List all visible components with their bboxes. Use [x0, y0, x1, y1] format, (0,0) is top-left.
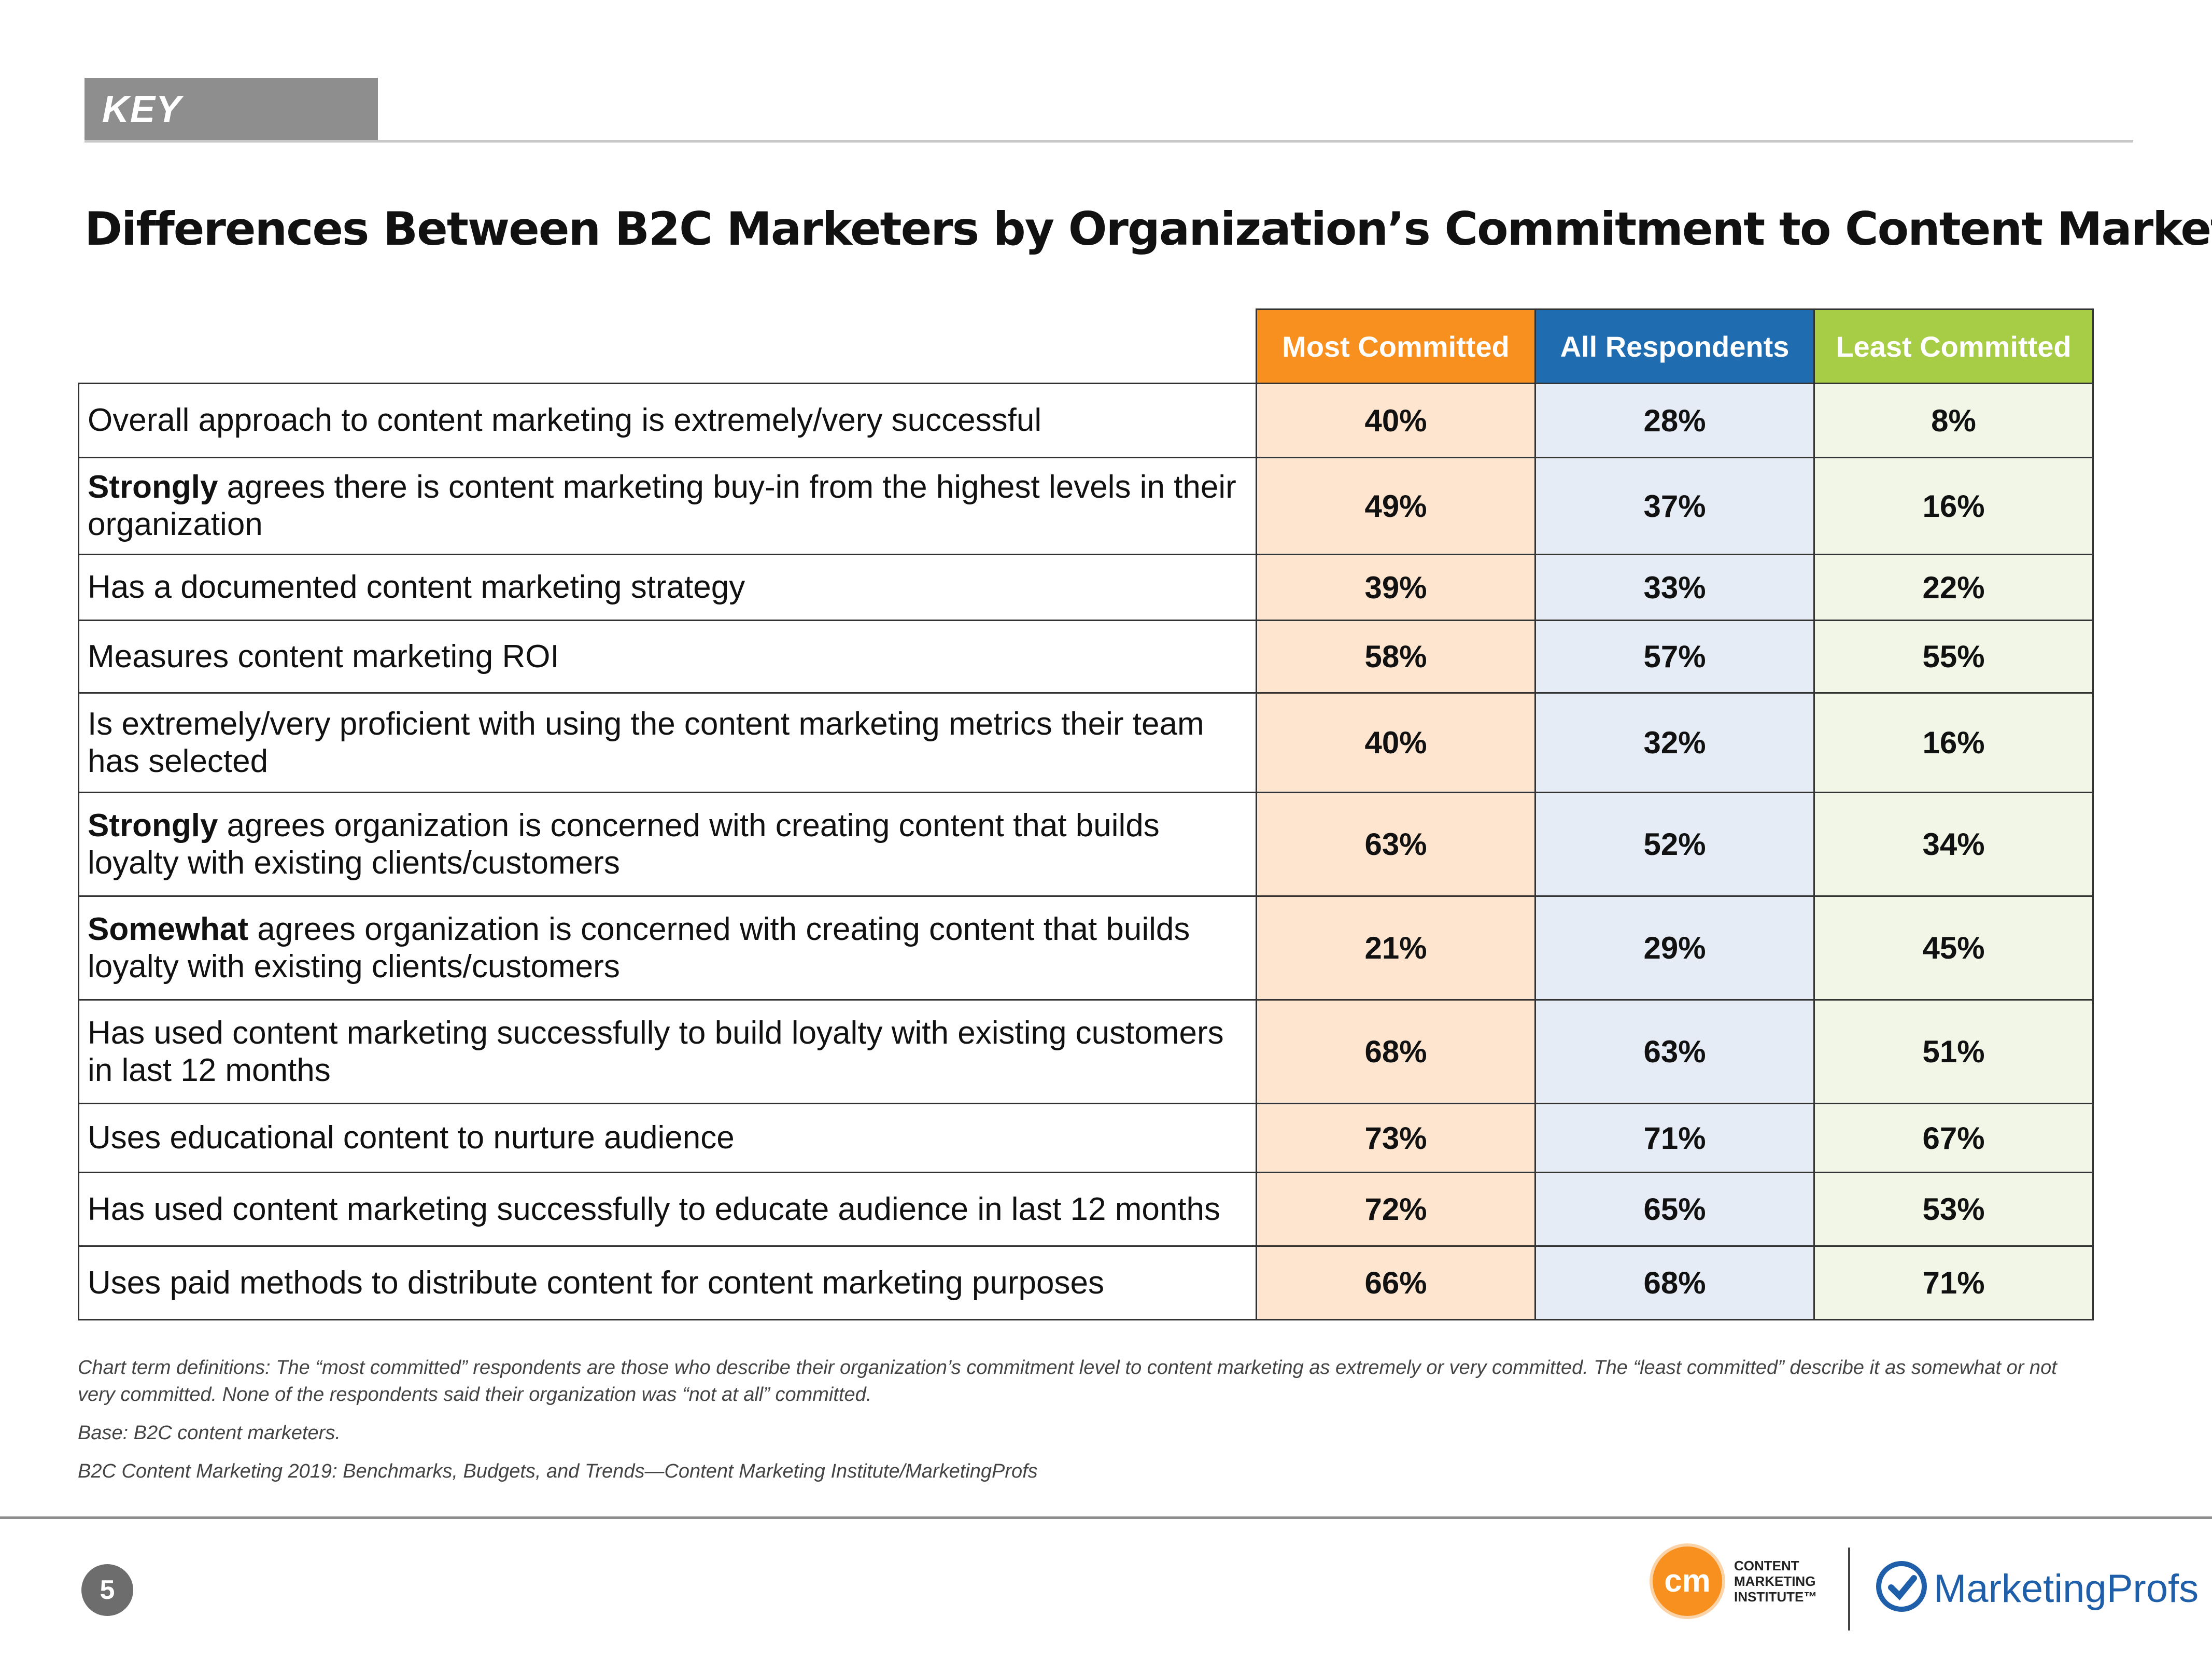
footer-divider: [0, 1516, 2212, 1519]
value-all-respondents: 32%: [1534, 692, 1815, 793]
value-all-respondents: 29%: [1534, 895, 1815, 1001]
value-most-committed: 72%: [1256, 1172, 1536, 1247]
table-row: Uses paid methods to distribute content …: [78, 1245, 2094, 1320]
value-all-respondents: 57%: [1534, 620, 1815, 694]
value-most-committed: 68%: [1256, 999, 1536, 1104]
header-blank-cell: [78, 309, 1257, 384]
value-least-committed: 67%: [1813, 1103, 2094, 1173]
row-label-text: Measures content marketing ROI: [88, 638, 559, 674]
column-header-least-committed: Least Committed: [1813, 308, 2094, 384]
value-most-committed: 66%: [1256, 1245, 1536, 1320]
cmi-logo-mark: cm: [1664, 1563, 1711, 1599]
row-label: Has a documented content marketing strat…: [78, 554, 1257, 621]
value-all-respondents: 63%: [1534, 999, 1815, 1104]
value-least-committed: 8%: [1813, 383, 2094, 458]
marketingprofs-logo-icon: [1876, 1561, 1927, 1612]
value-least-committed: 34%: [1813, 792, 2094, 897]
value-all-respondents: 71%: [1534, 1103, 1815, 1173]
value-all-respondents: 28%: [1534, 383, 1815, 458]
value-most-committed: 63%: [1256, 792, 1536, 897]
value-most-committed: 58%: [1256, 620, 1536, 694]
row-label-text: Uses paid methods to distribute content …: [88, 1264, 1104, 1301]
row-label: Strongly agrees organization is concerne…: [78, 792, 1257, 897]
table-row: Has used content marketing successfully …: [78, 1172, 2094, 1247]
cmi-logo-icon: cm: [1650, 1543, 1725, 1619]
table-row: Uses educational content to nurture audi…: [78, 1103, 2094, 1173]
row-label-emphasis: Strongly: [88, 807, 218, 843]
row-label-text: Uses educational content to nurture audi…: [88, 1120, 735, 1156]
value-most-committed: 39%: [1256, 554, 1536, 621]
cmi-text-line: MARKETING: [1734, 1573, 1816, 1589]
row-label-text: Has a documented content marketing strat…: [88, 569, 745, 605]
logo-divider: [1848, 1548, 1850, 1630]
table-row: Has a documented content marketing strat…: [78, 554, 2094, 621]
row-label: Measures content marketing ROI: [78, 620, 1257, 694]
value-all-respondents: 52%: [1534, 792, 1815, 897]
row-label-emphasis: Somewhat: [88, 911, 249, 947]
column-header-most-committed: Most Committed: [1256, 308, 1536, 384]
column-header-all-respondents: All Respondents: [1534, 308, 1815, 384]
row-label-text: Has used content marketing successfully …: [88, 1015, 1224, 1088]
value-all-respondents: 65%: [1534, 1172, 1815, 1247]
cmi-text-line: CONTENT: [1734, 1558, 1799, 1573]
row-label-text: agrees organization is concerned with cr…: [88, 807, 1160, 881]
cmi-text-line: INSTITUTE™: [1734, 1589, 1817, 1605]
row-label-text: agrees organization is concerned with cr…: [88, 911, 1190, 985]
value-most-committed: 40%: [1256, 692, 1536, 793]
table-row: Strongly agrees organization is concerne…: [78, 792, 2094, 897]
value-least-committed: 71%: [1813, 1245, 2094, 1320]
findings-table: Most Committed All Respondents Least Com…: [78, 308, 2094, 1320]
value-most-committed: 21%: [1256, 895, 1536, 1001]
value-least-committed: 55%: [1813, 620, 2094, 694]
row-label: Has used content marketing successfully …: [78, 1172, 1257, 1247]
row-label: Has used content marketing successfully …: [78, 999, 1257, 1104]
table-row: Strongly agrees there is content marketi…: [78, 457, 2094, 555]
page-title: Differences Between B2C Marketers by Org…: [84, 202, 2212, 256]
row-label-text: Overall approach to content marketing is…: [88, 402, 1042, 438]
value-least-committed: 45%: [1813, 895, 2094, 1001]
row-label-text: Is extremely/very proficient with using …: [88, 706, 1204, 779]
value-all-respondents: 68%: [1534, 1245, 1815, 1320]
table-row: Is extremely/very proficient with using …: [78, 692, 2094, 793]
value-most-committed: 40%: [1256, 383, 1536, 458]
table-row: Overall approach to content marketing is…: [78, 383, 2094, 458]
section-tag: KEY FINDINGS: [84, 78, 378, 193]
row-label: Overall approach to content marketing is…: [78, 383, 1257, 458]
row-label: Somewhat agrees organization is concerne…: [78, 895, 1257, 1001]
row-label: Strongly agrees there is content marketi…: [78, 457, 1257, 555]
row-label: Uses educational content to nurture audi…: [78, 1103, 1257, 1173]
value-most-committed: 73%: [1256, 1103, 1536, 1173]
header-divider: [84, 140, 2133, 143]
row-label: Uses paid methods to distribute content …: [78, 1245, 1257, 1320]
value-least-committed: 22%: [1813, 554, 2094, 621]
row-label-text: agrees there is content marketing buy-in…: [88, 469, 1236, 542]
page-number: 5: [81, 1564, 133, 1616]
cmi-logo-text: CONTENT MARKETING INSTITUTE™: [1734, 1558, 1817, 1605]
value-least-committed: 16%: [1813, 692, 2094, 793]
row-label-emphasis: Strongly: [88, 469, 218, 505]
source-note: B2C Content Marketing 2019: Benchmarks, …: [78, 1460, 1038, 1482]
table-row: Measures content marketing ROI 58% 57% 55%: [78, 620, 2094, 694]
row-label: Is extremely/very proficient with using …: [78, 692, 1257, 793]
table-row: Has used content marketing successfully …: [78, 999, 2094, 1104]
value-all-respondents: 37%: [1534, 457, 1815, 555]
marketingprofs-logo-text: MarketingProfs: [1934, 1567, 2199, 1611]
base-note: Base: B2C content marketers.: [78, 1422, 341, 1444]
table-row: Somewhat agrees organization is concerne…: [78, 895, 2094, 1001]
value-all-respondents: 33%: [1534, 554, 1815, 621]
table-header-row: Most Committed All Respondents Least Com…: [78, 308, 2094, 384]
value-most-committed: 49%: [1256, 457, 1536, 555]
value-least-committed: 51%: [1813, 999, 2094, 1104]
row-label-text: Has used content marketing successfully …: [88, 1191, 1221, 1227]
value-least-committed: 53%: [1813, 1172, 2094, 1247]
chart-definitions-note: Chart term definitions: The “most commit…: [78, 1357, 2057, 1405]
value-least-committed: 16%: [1813, 457, 2094, 555]
